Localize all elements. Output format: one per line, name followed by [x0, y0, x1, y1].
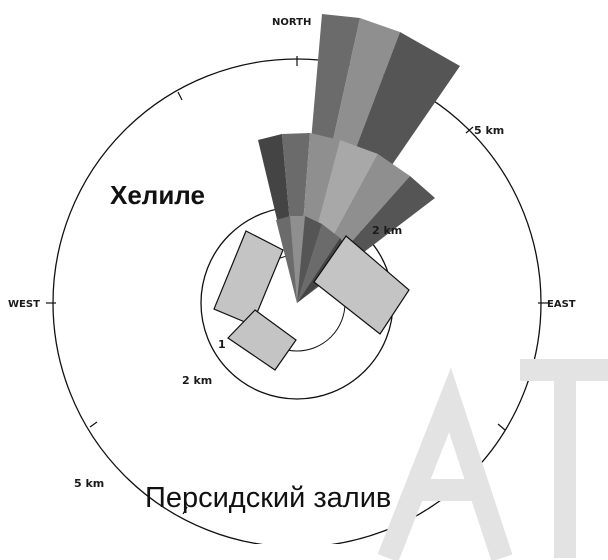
platform-boxes: [213, 230, 410, 371]
outer-ring-label-ne: 5 km: [474, 124, 504, 137]
mid-ring-label-ne: 2 km: [372, 224, 402, 237]
platform-box-south: [227, 309, 297, 371]
sea-label: Персидский залив: [145, 482, 391, 514]
west-label: WEST: [8, 299, 40, 310]
wind-rose-petals: [258, 14, 460, 303]
wind-rose-diagram: NORTH EAST WEST 5 km 5 km 2 km 2 km 1 Хе…: [8, 14, 576, 544]
place-label: Хелиле: [110, 180, 205, 210]
east-label: EAST: [547, 299, 576, 310]
inner-ring-label: 2 km: [182, 374, 212, 387]
outer-ring-label-sw: 5 km: [74, 477, 104, 490]
platform-box-east: [313, 235, 410, 335]
center-ring-label: 1: [218, 338, 226, 351]
platform-box-west: [213, 230, 284, 326]
north-label: NORTH: [272, 17, 311, 28]
